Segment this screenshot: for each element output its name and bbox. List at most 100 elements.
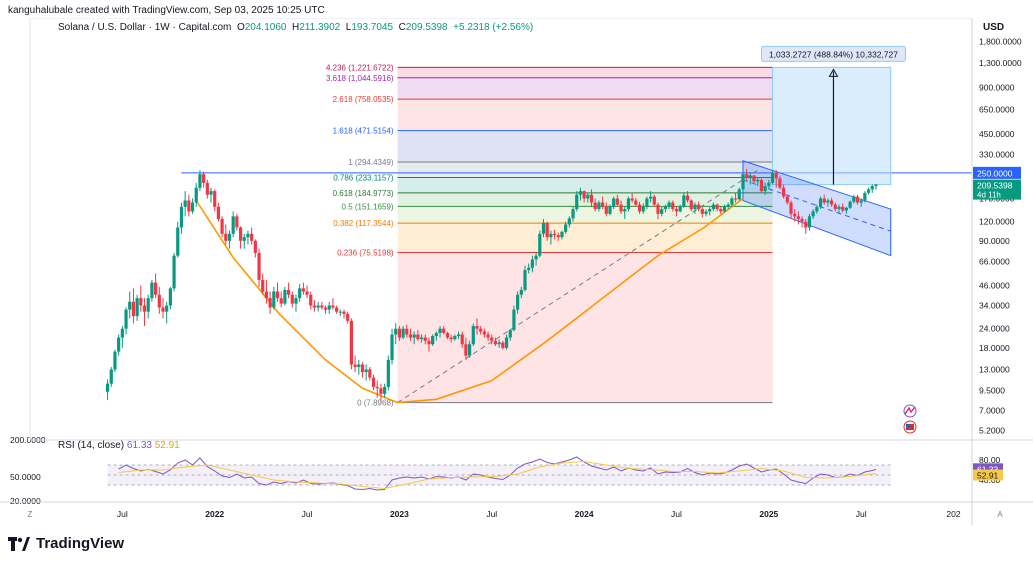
measure-label: 1,033.2727 (488.84%) 10,332,727 bbox=[769, 49, 898, 59]
fib-zone bbox=[397, 177, 773, 193]
candle-body bbox=[730, 198, 734, 205]
candle-body bbox=[619, 204, 623, 212]
candle-body bbox=[401, 328, 405, 338]
candle bbox=[238, 226, 243, 249]
candle bbox=[770, 170, 775, 185]
candle bbox=[737, 187, 741, 201]
candle bbox=[815, 204, 819, 214]
last-price-label: 209.5398 bbox=[977, 181, 1013, 191]
candle-body bbox=[371, 377, 376, 387]
candle-body bbox=[830, 200, 834, 205]
candle-body bbox=[752, 175, 756, 182]
candle-body bbox=[139, 298, 143, 306]
candle bbox=[552, 229, 557, 240]
candle-body bbox=[216, 206, 220, 219]
candle-body bbox=[323, 307, 328, 310]
candle bbox=[866, 187, 871, 195]
candle bbox=[649, 191, 653, 203]
candle-body bbox=[748, 175, 752, 177]
candle-body bbox=[623, 209, 627, 212]
fib-level-label: 1 (294.4349) bbox=[348, 158, 394, 167]
candle bbox=[870, 184, 874, 193]
time-tick-label: Jul bbox=[856, 509, 867, 519]
fib-level-label: 0.618 (184.9773) bbox=[333, 189, 394, 198]
indicator-icon-glyph bbox=[904, 406, 916, 415]
candle-body bbox=[316, 305, 320, 308]
candle bbox=[863, 191, 867, 203]
candle bbox=[848, 200, 852, 210]
price-chart[interactable]: 4.236 (1,221.6722) 3.618 (1,044.5916) 2.61… bbox=[0, 18, 1033, 526]
candle-body bbox=[578, 191, 583, 195]
candle bbox=[578, 187, 583, 201]
candle bbox=[833, 202, 837, 212]
candle bbox=[168, 286, 172, 310]
candle-body bbox=[807, 216, 812, 228]
candle-body bbox=[866, 189, 871, 193]
candle bbox=[793, 209, 797, 222]
candle bbox=[493, 337, 498, 347]
candle bbox=[504, 334, 509, 350]
candle bbox=[615, 194, 619, 207]
currency-label: USD bbox=[983, 22, 1005, 33]
measure-label-box bbox=[760, 45, 906, 62]
price-tick-label: 450.0000 bbox=[979, 129, 1015, 139]
candle bbox=[390, 328, 394, 365]
price-tick-label: 18.0000 bbox=[979, 343, 1010, 353]
candle bbox=[604, 202, 608, 217]
candle bbox=[818, 196, 823, 210]
candle bbox=[674, 206, 679, 217]
candle bbox=[874, 183, 878, 190]
fib-zone bbox=[397, 192, 773, 207]
candle bbox=[213, 189, 217, 212]
candle-body bbox=[227, 233, 232, 241]
symbol-name: Solana / U.S. Dollar · 1W · Capital.com bbox=[58, 22, 232, 33]
candle-body bbox=[238, 227, 243, 241]
candle-body bbox=[279, 298, 283, 304]
measure-arrow-head bbox=[828, 68, 839, 77]
candle-body bbox=[257, 252, 261, 280]
candle bbox=[541, 218, 546, 238]
candle-body bbox=[150, 282, 154, 299]
candle-body bbox=[272, 291, 276, 308]
candle bbox=[708, 206, 712, 216]
candle bbox=[711, 202, 716, 212]
fib-level-label: 4.236 (1,221.6722) bbox=[326, 63, 394, 72]
candle bbox=[172, 252, 176, 292]
candle bbox=[700, 206, 704, 218]
candle-body bbox=[335, 307, 339, 312]
candle bbox=[338, 309, 342, 317]
candle bbox=[804, 218, 808, 234]
candle bbox=[837, 204, 841, 214]
candle-body bbox=[179, 206, 184, 228]
candle bbox=[349, 318, 353, 370]
candle bbox=[475, 318, 479, 335]
candle bbox=[482, 328, 486, 338]
candle bbox=[534, 252, 538, 266]
measure-box bbox=[772, 66, 892, 186]
candle bbox=[575, 191, 579, 212]
candle-body bbox=[726, 204, 730, 207]
candle bbox=[109, 366, 113, 387]
fib-zone bbox=[397, 67, 773, 78]
candle bbox=[120, 325, 124, 348]
candle-body bbox=[486, 334, 490, 338]
candle-body bbox=[301, 288, 305, 292]
candle bbox=[752, 175, 756, 183]
fib-zone bbox=[397, 77, 773, 100]
fib-zone bbox=[397, 99, 773, 131]
candle-body bbox=[471, 325, 475, 345]
indicator-icon bbox=[903, 404, 917, 418]
tradingview-logo[interactable]: TradingView bbox=[8, 535, 124, 552]
candle-body bbox=[756, 179, 760, 182]
candle bbox=[490, 334, 494, 345]
rsi-ma-label: 52.91 bbox=[977, 471, 999, 481]
close-value: 209.5398 bbox=[405, 22, 448, 33]
time-tick-label: 2025 bbox=[759, 509, 778, 519]
candle-body bbox=[268, 298, 272, 308]
candle bbox=[250, 227, 254, 245]
candle bbox=[360, 362, 365, 378]
candle-body bbox=[305, 291, 309, 295]
candle-body bbox=[309, 294, 313, 306]
price-tick-label: 24.0000 bbox=[979, 324, 1010, 334]
candle-body bbox=[789, 202, 793, 214]
